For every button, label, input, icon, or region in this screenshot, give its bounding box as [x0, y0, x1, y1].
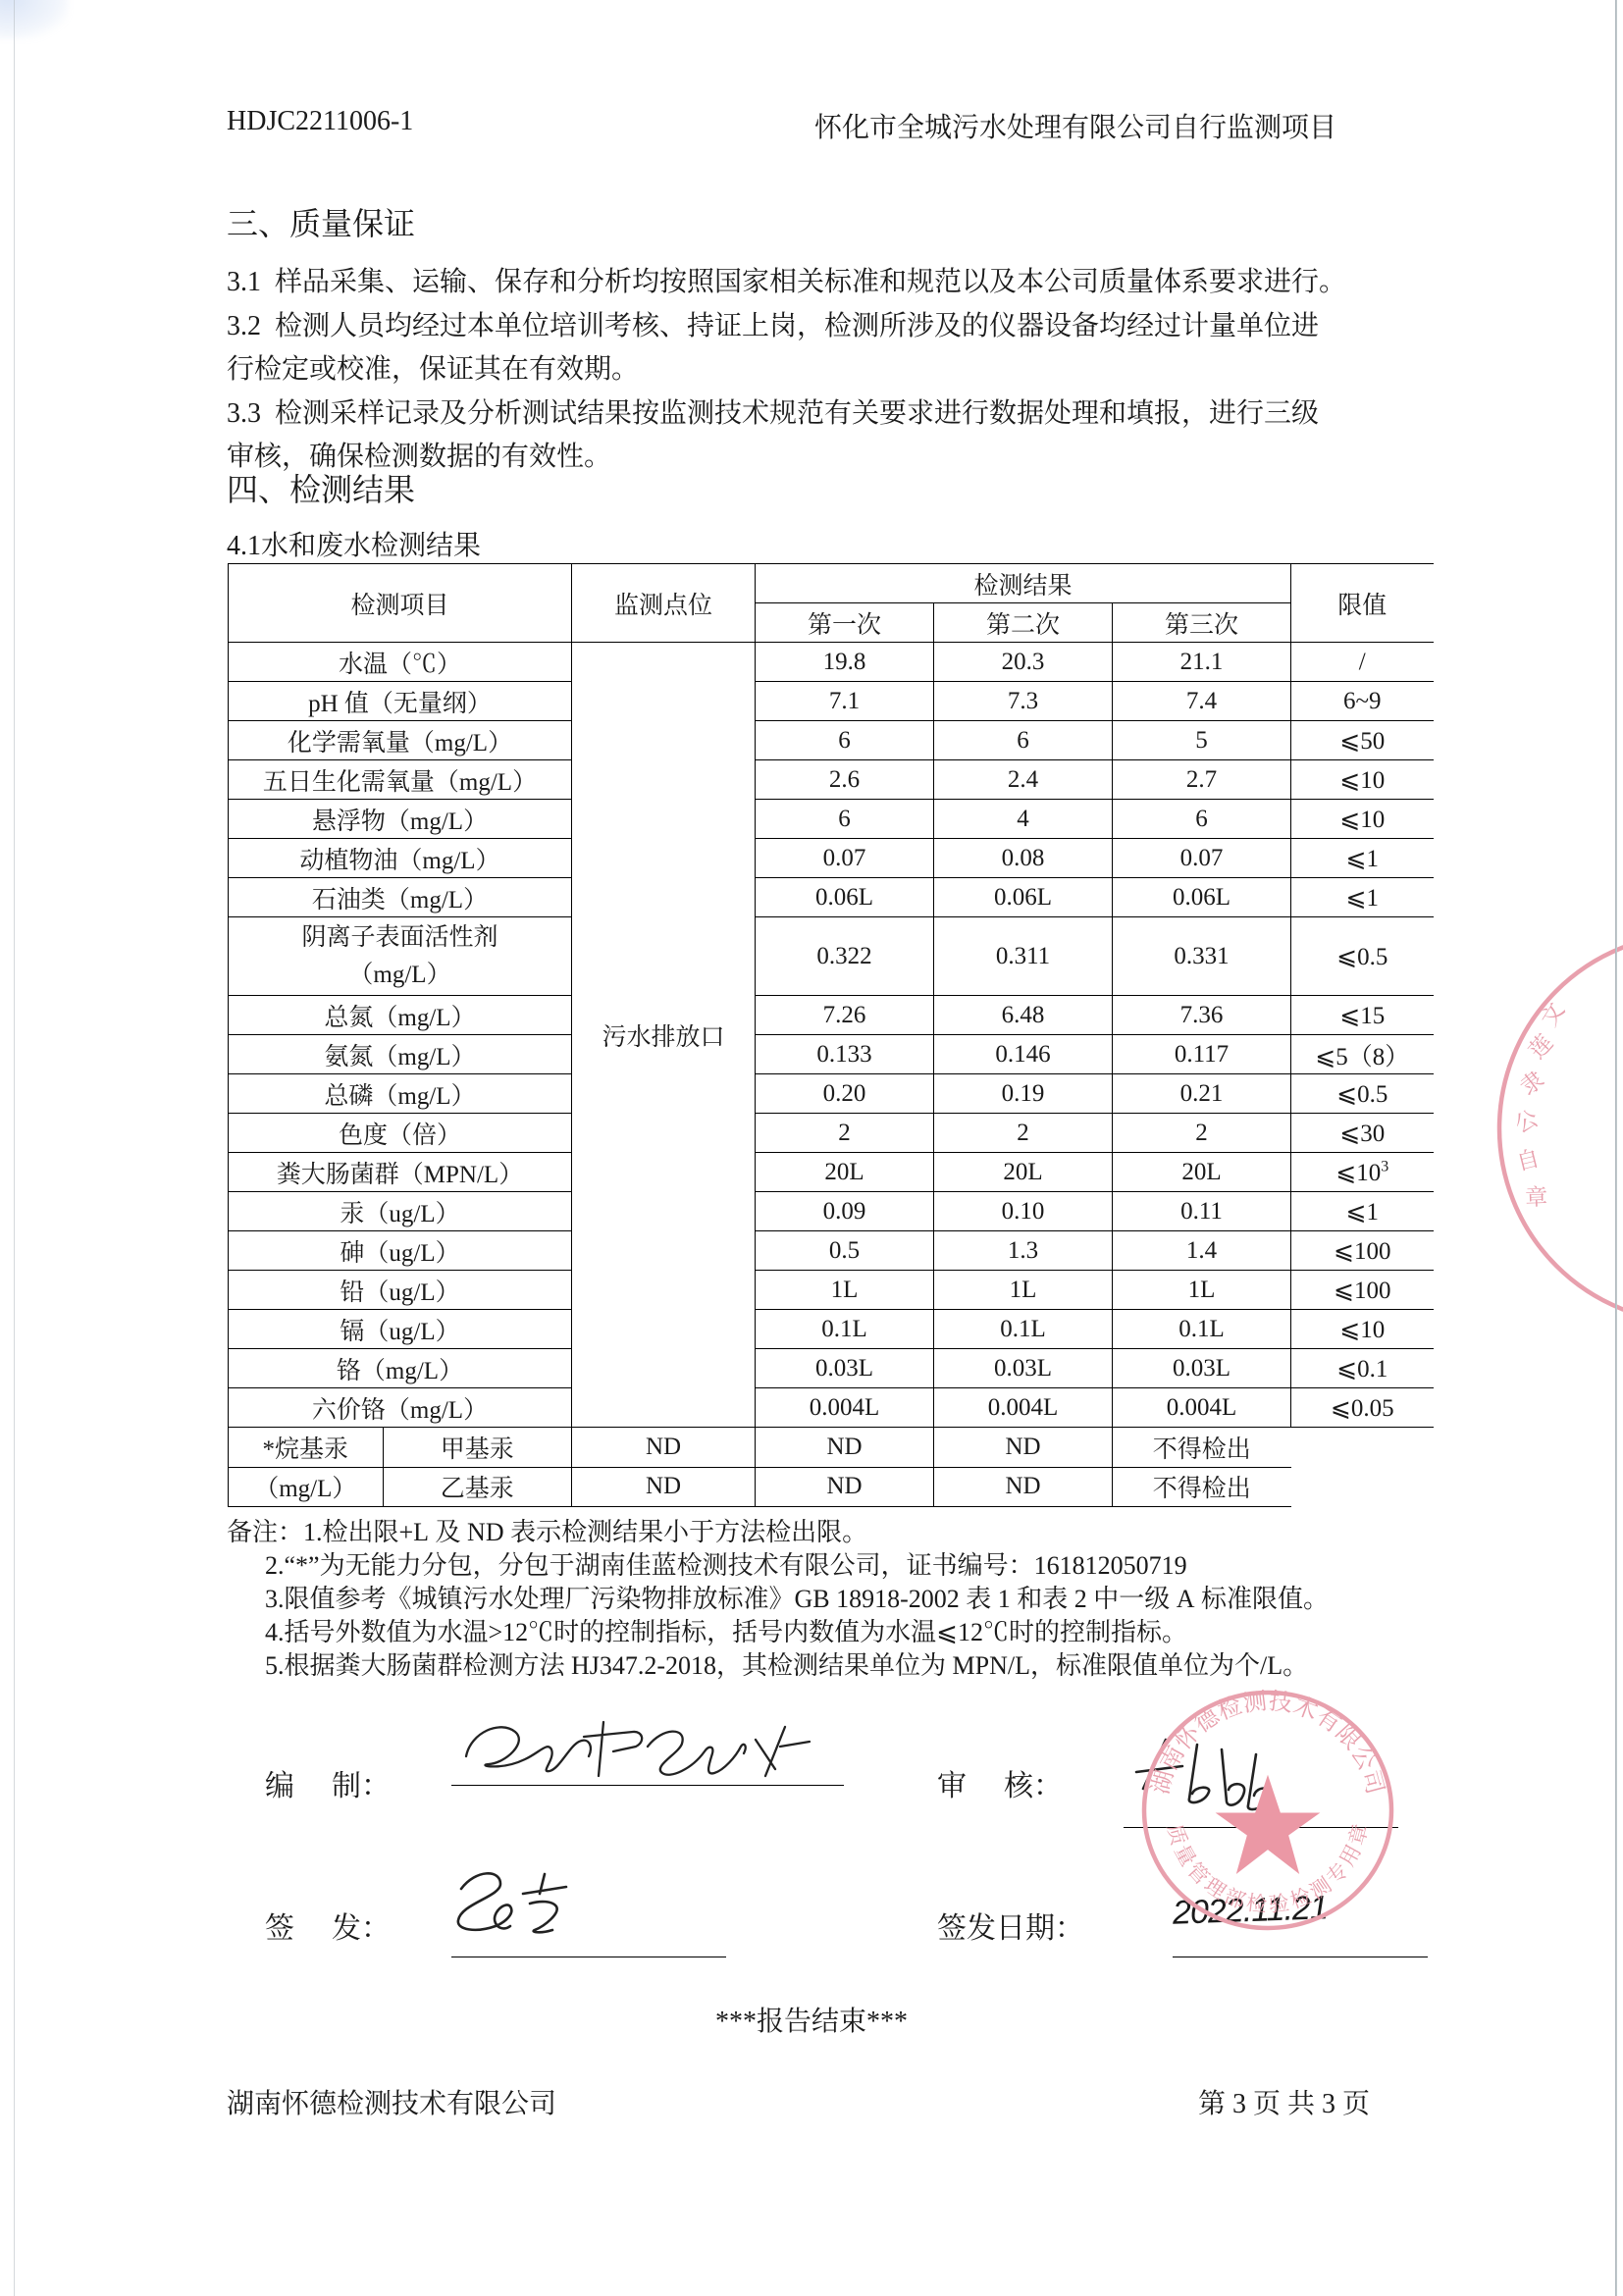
svg-text:检: 检 — [1245, 1887, 1269, 1918]
svg-text:章: 章 — [1525, 1179, 1548, 1213]
svg-text:技: 技 — [1267, 1681, 1294, 1718]
svg-text:隶: 隶 — [1512, 1062, 1549, 1101]
svg-text:测: 测 — [1241, 1681, 1269, 1718]
svg-text:自: 自 — [1513, 1140, 1543, 1177]
svg-text:文: 文 — [1532, 995, 1571, 1031]
svg-text:公: 公 — [1508, 1101, 1543, 1140]
